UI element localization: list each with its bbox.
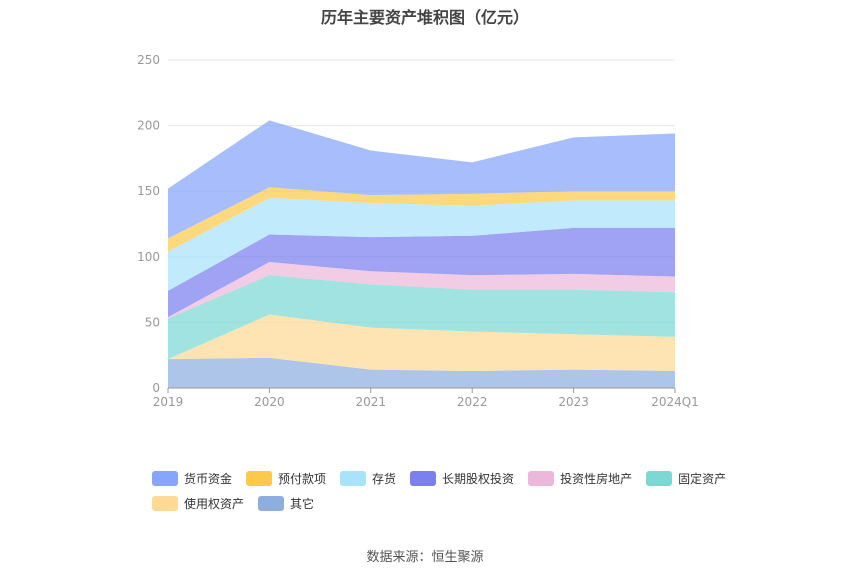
data-source-label: 数据来源：恒生聚源 [366,550,484,565]
legend-swatch [646,471,673,486]
legend-label: 货币资金 [184,472,233,486]
x-tick-label: 2020 [254,395,285,409]
chart-title: 历年主要资产堆积图（亿元） [320,8,529,27]
legend-swatch [152,496,178,511]
x-tick-label: 2023 [558,395,589,409]
legend-item[interactable]: 预付款项 [246,470,326,487]
legend-swatch [246,471,273,486]
y-tick-label: 150 [137,184,160,198]
legend-swatch [528,471,555,486]
legend-swatch [410,471,437,486]
legend-item[interactable]: 长期股权投资 [410,470,514,487]
y-tick-label: 250 [137,53,160,67]
legend-swatch [152,471,178,486]
x-tick-label: 2021 [356,395,387,409]
legend-label: 预付款项 [278,472,327,486]
y-tick-label: 50 [145,315,160,329]
area-series [168,187,675,252]
x-tick-label: 2024Q1 [651,395,699,409]
area-series [168,262,675,319]
legend-item[interactable]: 存货 [340,470,396,487]
legend-item[interactable]: 货币资金 [152,470,232,487]
legend-label: 固定资产 [678,472,727,486]
x-tick-label: 2019 [153,395,184,409]
legend-item[interactable]: 使用权资产 [152,495,244,512]
legend-item[interactable]: 固定资产 [646,470,726,487]
y-tick-label: 100 [137,250,160,264]
area-series [168,314,675,371]
legend-label: 使用权资产 [184,497,245,511]
area-series [168,197,675,291]
legend-item[interactable]: 其它 [258,495,314,512]
chart-legend: 货币资金 预付款项 存货 长期股权投资 投资性房地产 固定资产使用权资产 其它 [152,470,732,512]
area-series [168,275,675,360]
y-tick-label: 0 [152,381,160,395]
legend-label: 存货 [372,472,397,486]
y-tick-label: 200 [137,119,160,133]
legend-swatch [258,496,285,511]
area-series [168,227,675,318]
area-series [168,357,675,388]
legend-label: 其它 [290,497,315,511]
legend-label: 投资性房地产 [560,472,633,486]
area-series [168,120,675,239]
legend-item[interactable]: 投资性房地产 [528,470,632,487]
stacked-area-chart: 0 50 100 150 200 250 2019 2020 2021 2022 2023 2024Q… [137,53,699,409]
legend-label: 长期股权投资 [442,472,515,486]
legend-swatch [340,471,367,486]
x-tick-label: 2022 [457,395,488,409]
